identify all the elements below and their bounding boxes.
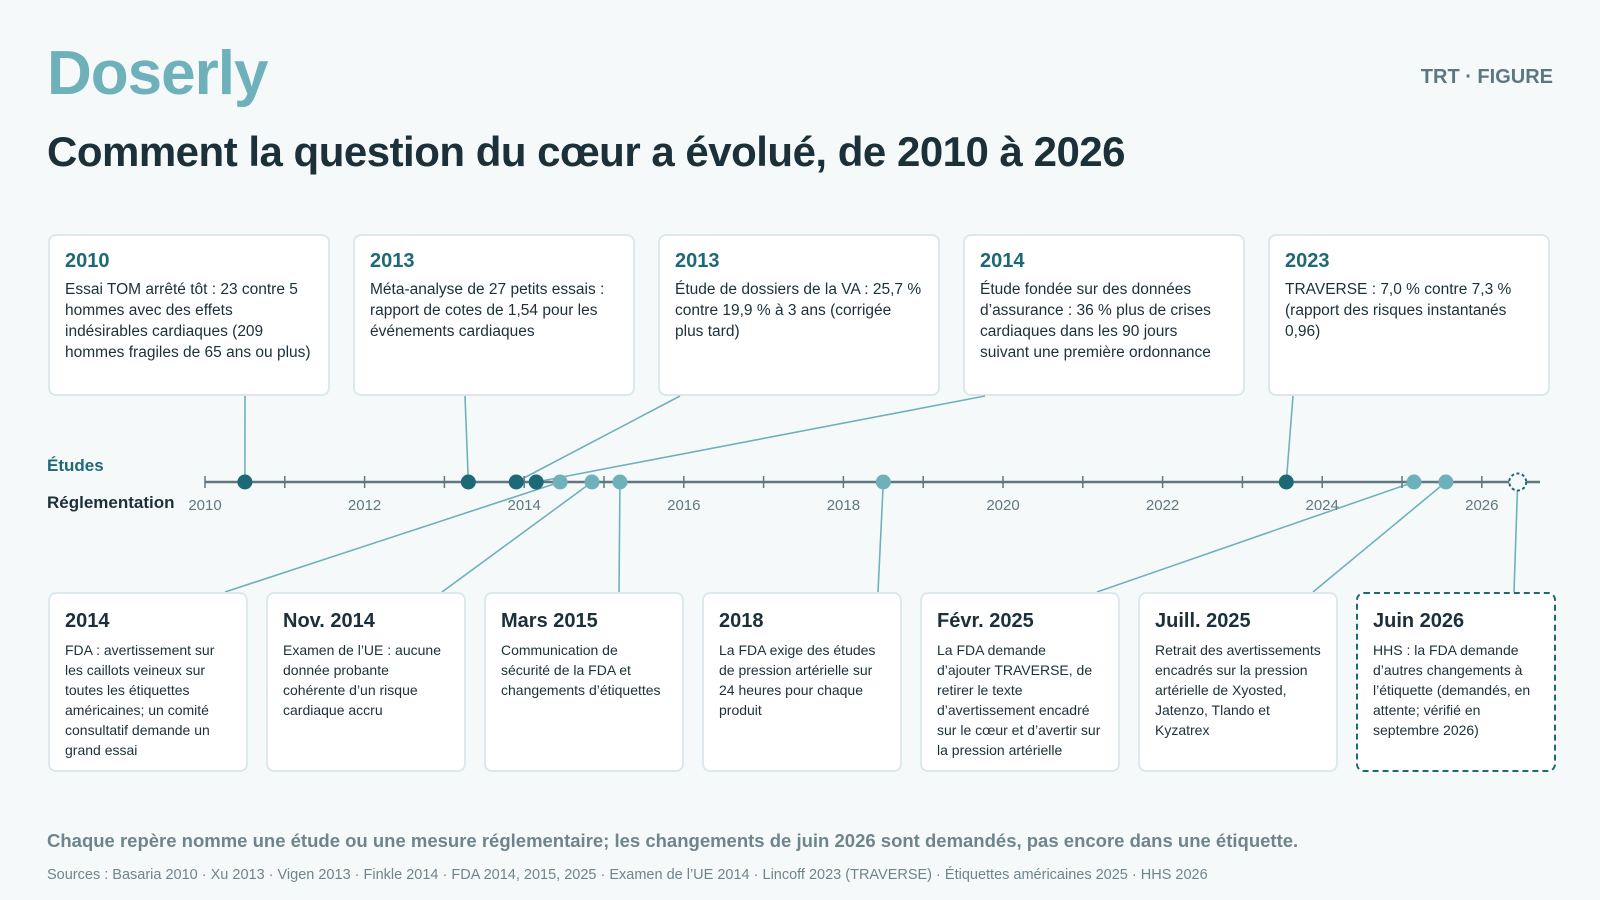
regulation-card-text: HHS : la FDA demande d’autres changement… (1373, 642, 1531, 738)
regulation-card-date: 2018 (719, 610, 764, 632)
axis-year-label: 2020 (986, 497, 1019, 514)
study-card: 2014 Étude fondée sur des données d’assu… (963, 234, 1245, 396)
study-card-year: 2023 (1285, 250, 1330, 272)
regulation-card-date: Févr. 2025 (937, 610, 1034, 632)
regulation-marker (1438, 474, 1454, 490)
study-connector (1285, 395, 1294, 483)
study-connector (536, 395, 986, 483)
regulation-card-date: Juill. 2025 (1155, 610, 1251, 632)
study-card: 2023 TRAVERSE : 7,0 % contre 7,3 % (rapp… (1268, 234, 1550, 396)
axis-year-label: 2010 (188, 497, 221, 514)
regulation-card: Mars 2015 Communication de sécurité de l… (484, 592, 684, 772)
regulation-card-date: Nov. 2014 (283, 610, 375, 632)
study-marker (528, 474, 544, 490)
figure-tag: TRT · FIGURE (1420, 66, 1553, 88)
axis-year-label: 2018 (827, 497, 860, 514)
sources-line: Sources : Basaria 2010 · Xu 2013 · Vigen… (47, 867, 1208, 883)
study-card-year: 2014 (980, 250, 1025, 272)
study-card-year: 2013 (675, 250, 720, 272)
axis-year-label: 2024 (1306, 497, 1339, 514)
study-card-year: 2010 (65, 250, 110, 272)
regulation-card: 2018 La FDA exige des études de pression… (702, 592, 902, 772)
study-connector (464, 395, 470, 483)
lane-label-studies: Études (47, 456, 104, 475)
study-card-text: Essai TOM arrêté tôt : 23 contre 5 homme… (65, 281, 311, 361)
regulation-connector (441, 481, 593, 593)
regulation-connector (877, 481, 885, 593)
regulation-connector (224, 481, 561, 593)
study-marker (237, 474, 253, 490)
regulation-connector (1312, 481, 1447, 593)
regulation-marker (612, 474, 628, 490)
study-card-text: Méta-analyse de 27 petits essais : rappo… (370, 281, 605, 340)
axis-year-label: 2022 (1146, 497, 1179, 514)
regulation-marker (584, 474, 600, 490)
regulation-card-text: FDA : avertissement sur les caillots vei… (65, 642, 215, 758)
regulation-card: Nov. 2014 Examen de l’UE : aucune donnée… (266, 592, 466, 772)
axis-year-label: 2026 (1465, 497, 1498, 514)
study-card-text: TRAVERSE : 7,0 % contre 7,3 % (rapport d… (1285, 281, 1512, 340)
study-card: 2013 Étude de dossiers de la VA : 25,7 %… (658, 234, 940, 396)
regulation-marker (875, 474, 891, 490)
regulation-card-text: La FDA exige des études de pression arté… (719, 642, 876, 718)
study-card: 2010 Essai TOM arrêté tôt : 23 contre 5 … (48, 234, 330, 396)
study-card: 2013 Méta-analyse de 27 petits essais : … (353, 234, 635, 396)
regulation-connector (1513, 481, 1519, 593)
study-card-text: Étude fondée sur des données d’assurance… (980, 281, 1211, 361)
regulation-marker (552, 474, 568, 490)
brand-logo: Doserly (47, 39, 268, 108)
regulation-card: Juill. 2025 Retrait des avertissements e… (1138, 592, 1338, 772)
study-card-year: 2013 (370, 250, 415, 272)
study-marker (460, 474, 476, 490)
study-card-text: Étude de dossiers de la VA : 25,7 % cont… (675, 281, 922, 340)
regulation-card-text: Retrait des avertissements encadrés sur … (1155, 642, 1321, 738)
study-marker (1278, 474, 1294, 490)
study-connector (515, 395, 681, 483)
regulation-card-text: La FDA demande d’ajouter TRAVERSE, de re… (937, 642, 1101, 758)
regulation-card-date: Juin 2026 (1373, 610, 1465, 632)
regulation-card-text: Examen de l’UE : aucune donnée probante … (283, 642, 441, 718)
study-marker (508, 474, 524, 490)
regulation-card: 2014 FDA : avertissement sur les caillot… (48, 592, 248, 772)
regulation-card-date: Mars 2015 (501, 610, 598, 632)
regulation-card-date: 2014 (65, 610, 110, 632)
regulation-marker-pending (1508, 472, 1528, 492)
lane-label-regulation: Réglementation (47, 493, 175, 512)
regulation-card-pending: Juin 2026 HHS : la FDA demande d’autres … (1356, 592, 1556, 772)
regulation-card-text: Communication de sécurité de la FDA et c… (501, 642, 661, 698)
footnote: Chaque repère nomme une étude ou une mes… (47, 830, 1299, 851)
axis-year-label: 2014 (508, 497, 541, 514)
page-title: Comment la question du cœur a évolué, de… (47, 128, 1126, 175)
axis-year-label: 2012 (348, 497, 381, 514)
regulation-card: Févr. 2025 La FDA demande d’ajouter TRAV… (920, 592, 1120, 772)
regulation-connector (618, 481, 621, 593)
regulation-marker (1406, 474, 1422, 490)
regulation-connector (1096, 481, 1415, 593)
axis-year-label: 2016 (667, 497, 700, 514)
